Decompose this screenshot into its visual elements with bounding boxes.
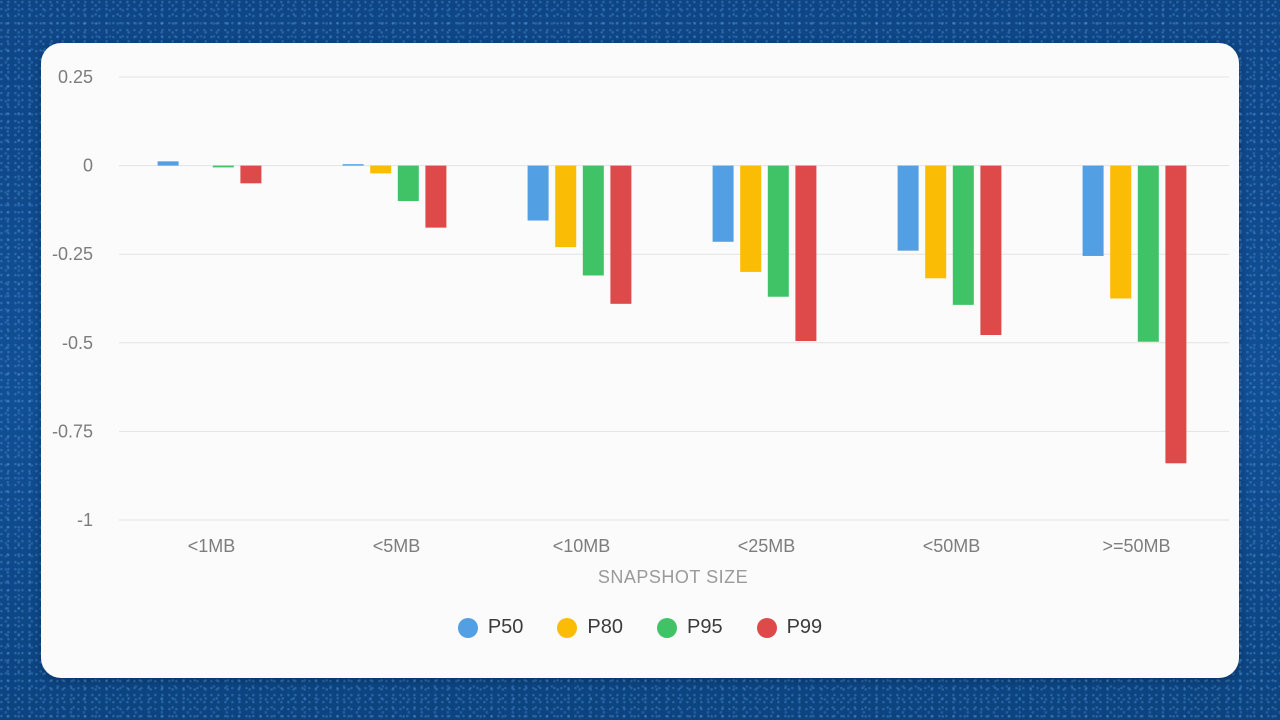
bar-p95-5 (1137, 165, 1159, 342)
legend-item-p99[interactable]: P99 (756, 616, 823, 639)
bar-p95-2 (582, 165, 604, 276)
bar-p80-5 (1110, 165, 1132, 299)
x-tick-label: <10MB (553, 536, 611, 556)
bar-p99-3 (795, 165, 817, 342)
legend-item-p50[interactable]: P50 (457, 616, 524, 639)
x-tick-label: <50MB (923, 536, 981, 556)
bar-p99-1 (425, 165, 447, 228)
bar-p50-1 (342, 164, 364, 166)
bar-p80-1 (370, 165, 392, 174)
x-tick-label: <1MB (188, 536, 236, 556)
bar-p50-5 (1082, 165, 1104, 256)
chart-card: 0.25 0 -0.25 -0.5 -0.75 -1 <1MB <5MB <10MB <25MB <… (41, 43, 1239, 678)
bar-p50-3 (712, 165, 734, 242)
y-tick-label: -1 (77, 510, 93, 530)
bar-p95-1 (397, 165, 419, 202)
bar-p95-4 (952, 165, 974, 305)
y-tick-label: -0.25 (52, 244, 93, 264)
bar-p95-3 (767, 165, 789, 297)
legend-item-p95[interactable]: P95 (657, 616, 723, 639)
bar-p99-4 (980, 165, 1002, 336)
y-tick-label: 0.25 (58, 67, 93, 87)
bar-p80-3 (740, 165, 762, 272)
legend-label-p99: P99 (786, 616, 823, 638)
y-tick-label: 0 (83, 156, 93, 176)
bar-p80-2 (555, 165, 577, 248)
legend-swatch-p95 (657, 617, 677, 638)
legend-label-p80: P80 (587, 616, 623, 638)
legend-swatch-p50 (457, 617, 478, 638)
x-tick-label: <25MB (738, 536, 796, 556)
legend-label-p95: P95 (687, 616, 723, 638)
legend-swatch-p80 (557, 617, 578, 638)
bar-p50-0 (157, 161, 179, 166)
bar-p50-4 (897, 165, 919, 251)
bar-p99-5 (1165, 165, 1187, 464)
bar-p95-0 (212, 165, 234, 168)
legend-item-p80[interactable]: P80 (557, 616, 623, 639)
legend-label-p50: P50 (487, 616, 524, 638)
legend: P50 P80 P95 P99 (41, 616, 1239, 639)
x-tick-label: >=50MB (1102, 536, 1170, 556)
x-axis-title: SNAPSHOT SIZE (598, 567, 748, 587)
bar-chart: 0.25 0 -0.25 -0.5 -0.75 -1 <1MB <5MB <10MB <25MB <… (52, 67, 1229, 587)
bar-p50-2 (527, 165, 549, 221)
y-tick-label: -0.75 (52, 421, 93, 441)
bar-p99-2 (610, 165, 632, 304)
y-tick-label: -0.5 (62, 333, 93, 353)
bar-p99-0 (240, 165, 262, 184)
bar-p80-4 (925, 165, 947, 279)
x-tick-label: <5MB (373, 536, 421, 556)
legend-swatch-p99 (756, 617, 777, 638)
